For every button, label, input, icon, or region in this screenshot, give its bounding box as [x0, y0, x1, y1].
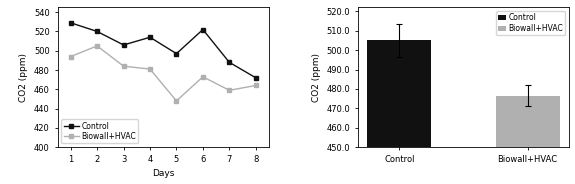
Control — [120, 44, 127, 46]
Control — [67, 22, 74, 24]
Control — [200, 29, 206, 31]
Biowall+HVAC — [120, 65, 127, 67]
Line: Control: Control — [68, 21, 258, 80]
Bar — [496, 96, 559, 147]
Legend: Control, Biowall+HVAC: Control, Biowall+HVAC — [496, 11, 565, 35]
Biowall+HVAC — [226, 89, 233, 91]
Line: Biowall+HVAC: Biowall+HVAC — [68, 44, 258, 103]
Control — [252, 77, 259, 79]
Biowall+HVAC — [147, 68, 154, 70]
Control — [94, 30, 101, 33]
Biowall+HVAC — [94, 45, 101, 47]
Control — [147, 36, 154, 38]
Biowall+HVAC — [252, 84, 259, 87]
X-axis label: Days: Days — [152, 169, 174, 178]
Biowall+HVAC — [173, 100, 180, 102]
Control — [173, 53, 180, 55]
Control — [226, 61, 233, 63]
Bar — [367, 40, 431, 147]
Y-axis label: CO2 (ppm): CO2 (ppm) — [20, 53, 28, 102]
Biowall+HVAC — [67, 55, 74, 58]
Legend: Control, Biowall+HVAC: Control, Biowall+HVAC — [62, 119, 138, 143]
Y-axis label: CO2 (ppm): CO2 (ppm) — [312, 53, 321, 102]
Biowall+HVAC — [200, 76, 206, 78]
